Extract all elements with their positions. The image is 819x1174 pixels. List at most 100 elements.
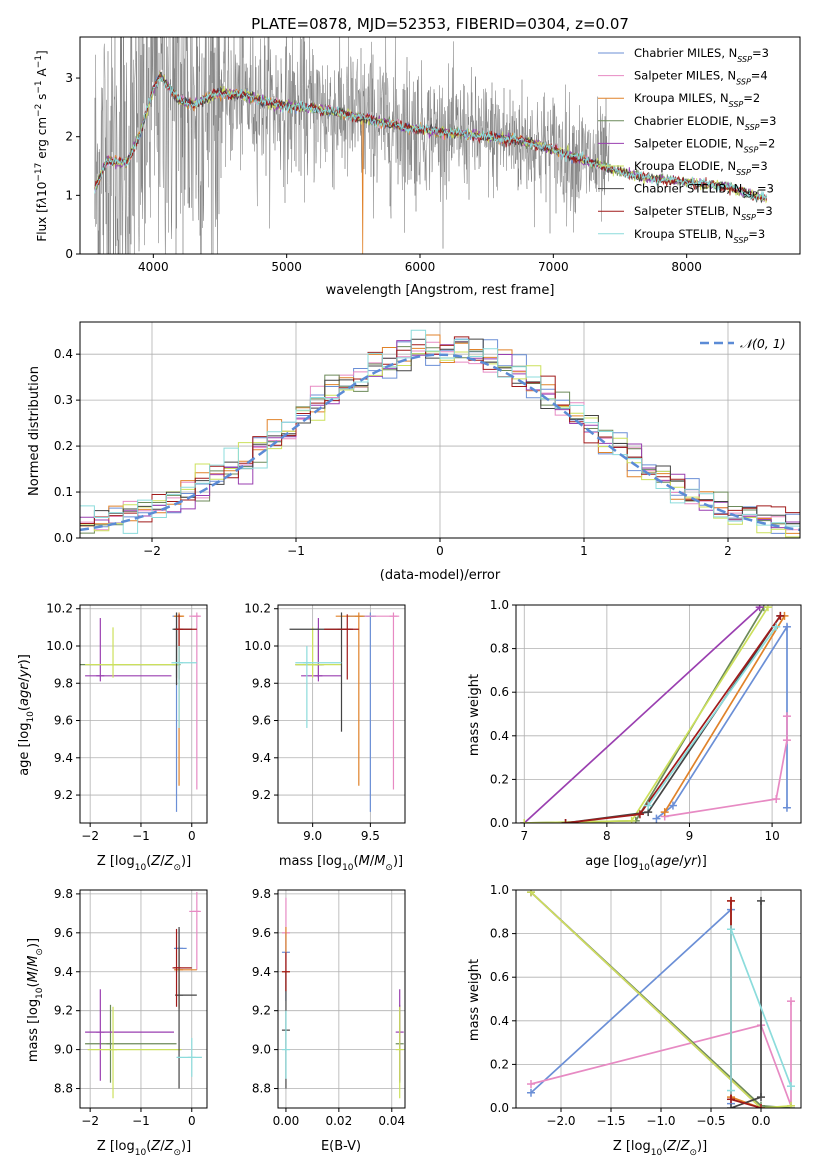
legend-entry: Kroupa STELIB, NSSP=3 — [634, 227, 765, 245]
weight-series-line — [664, 716, 788, 818]
y-tick-label: 0.6 — [490, 685, 509, 699]
axes-frame — [79, 604, 208, 824]
spectrum-legend: Chabrier MILES, NSSP=3 Salpeter MILES, NS… — [598, 46, 776, 244]
x-tick-label: −1 — [132, 829, 150, 843]
x-tick-label: −1 — [287, 544, 305, 558]
y-tick-label: 0.4 — [54, 347, 73, 361]
y-tick-label: 0.3 — [54, 393, 73, 407]
x-tick-label: 0.0 — [751, 1114, 770, 1128]
spectrum-ylabel: Flux [fλ10−17 erg cm−2 s−1 A−1] — [34, 50, 49, 241]
x-tick-label: −2.0 — [546, 1114, 575, 1128]
x-tick-label: 8000 — [671, 260, 702, 274]
y-tick-label: 0.6 — [490, 970, 509, 984]
weight-vs-metallicity-panel: Z [log10(Z/Z⊙)] mass weight −2.0 −1.5 −1.0… — [467, 883, 802, 1158]
residuals-ylabel: Normed distribution — [27, 366, 42, 496]
axes-frame — [79, 36, 801, 255]
x-tick-label: 0.00 — [273, 1114, 300, 1128]
y-tick-label: 10.0 — [46, 639, 73, 653]
residuals-xlabel: (data-model)/error — [380, 568, 501, 583]
mass-vs-ebv-panel: E(B-V) 0.00 0.02 0.04 8.8 9.0 9.2 9.4 9.6 9.8 — [252, 887, 406, 1154]
y-tick-label: 0.0 — [490, 816, 509, 830]
axes-frame — [277, 604, 406, 824]
residual-histogram-panel: (data-model)/error Normed distribution −… — [27, 321, 801, 583]
x-tick-label: 9.5 — [361, 829, 380, 843]
y-tick-label: 9.2 — [54, 1004, 73, 1018]
y-tick-label: 1.0 — [490, 598, 509, 612]
y-tick-label: 9.0 — [252, 1043, 271, 1057]
plot-area — [527, 890, 795, 1108]
legend-entry: Salpeter ELODIE, NSSP=2 — [634, 136, 775, 154]
model-spectrum-line — [94, 73, 768, 201]
age-z-xlabel: Z [log10(Z/Z⊙)] — [97, 854, 191, 873]
y-tick-label: 9.6 — [54, 714, 73, 728]
legend-entry: Chabrier ELODIE, NSSP=3 — [634, 114, 776, 132]
weight-series-line — [663, 615, 786, 813]
legend-entry: Salpeter STELIB, NSSP=3 — [634, 204, 773, 222]
weight-z-ylabel: mass weight — [467, 959, 482, 1041]
ebv-xlabel: E(B-V) — [321, 1139, 361, 1154]
x-tick-label: −1.5 — [596, 1114, 625, 1128]
y-tick-label: 0.2 — [490, 772, 509, 786]
y-tick-label: 9.4 — [54, 965, 73, 979]
axes-frame — [277, 889, 406, 1109]
weight-vs-age-panel: age [log10(age/yr)] mass weight 7 8 9 10 0.0… — [467, 598, 802, 873]
y-tick-label: 9.8 — [54, 676, 73, 690]
weight-age-ylabel: mass weight — [467, 674, 482, 756]
y-tick-label: 0 — [65, 247, 73, 261]
weight-series-line — [647, 626, 777, 807]
weight-series-line — [523, 606, 761, 823]
x-tick-label: −2 — [143, 544, 161, 558]
spectrum-xlabel: wavelength [Angstrom, rest frame] — [326, 283, 555, 298]
x-tick-label: 6000 — [405, 260, 436, 274]
model-spectrum-line — [94, 76, 768, 203]
y-tick-label: 9.4 — [252, 965, 271, 979]
age-mass-xlabel: mass [log10(M/M⊙)] — [279, 854, 403, 873]
weight-series-line — [530, 1001, 792, 1107]
weight-series-line — [530, 891, 792, 1108]
y-tick-label: 9.8 — [252, 676, 271, 690]
y-tick-label: 0.0 — [490, 1101, 509, 1115]
plot-area — [85, 891, 202, 1099]
x-tick-label: −1 — [132, 1114, 150, 1128]
y-tick-label: 0.2 — [490, 1057, 509, 1071]
y-tick-label: 0.0 — [54, 531, 73, 545]
y-tick-label: 9.6 — [54, 926, 73, 940]
x-tick-label: 0.04 — [378, 1114, 405, 1128]
age-vs-mass-panel: mass [log10(M/M⊙)] 9.0 9.5 9.2 9.4 9.6 9.8 10.… — [244, 602, 406, 873]
plot-area — [520, 605, 791, 823]
y-tick-label: 9.4 — [252, 751, 271, 765]
x-tick-label: −0.5 — [696, 1114, 725, 1128]
weight-z-xlabel: Z [log10(Z/Z⊙)] — [613, 1139, 707, 1158]
y-tick-label: 3 — [65, 71, 73, 85]
y-tick-label: 0.8 — [490, 642, 509, 656]
y-tick-label: 0.4 — [490, 1014, 509, 1028]
y-tick-label: 10.2 — [244, 602, 271, 616]
y-tick-label: 0.2 — [54, 439, 73, 453]
y-tick-label: 0.8 — [490, 927, 509, 941]
y-tick-label: 1 — [65, 188, 73, 202]
legend-entry: Chabrier MILES, NSSP=3 — [634, 46, 769, 64]
plot-area — [281, 897, 404, 1099]
y-tick-label: 0.1 — [54, 485, 73, 499]
x-tick-label: 0.02 — [325, 1114, 352, 1128]
x-tick-label: 0 — [436, 544, 444, 558]
y-tick-label: 9.2 — [54, 788, 73, 802]
age-vs-metallicity-panel: Z [log10(Z/Z⊙)] age [log10(age/yr)] −2 −1… — [17, 602, 208, 873]
y-tick-label: 2 — [65, 130, 73, 144]
x-tick-label: 0 — [188, 1114, 196, 1128]
axes-frame — [515, 889, 802, 1109]
age-ylabel: age [log10(age/yr)] — [17, 654, 36, 776]
weight-age-xlabel: age [log10(age/yr)] — [585, 854, 707, 873]
mass-vs-metallicity-panel: Z [log10(Z/Z⊙)] mass [log10(M/M⊙)] −2 −1 0… — [26, 887, 208, 1158]
y-tick-label: 9.8 — [252, 887, 271, 901]
spectrum-panel: wavelength [Angstrom, rest frame] Flux [… — [34, 36, 801, 298]
axes-frame — [515, 604, 802, 824]
legend-entry: Kroupa MILES, NSSP=2 — [634, 91, 760, 109]
figure-title: PLATE=0878, MJD=52353, FIBERID=0304, z=0… — [251, 15, 629, 33]
x-tick-label: 4000 — [138, 260, 169, 274]
observed-spectrum-line — [94, 37, 610, 254]
x-tick-label: 1 — [580, 544, 588, 558]
y-tick-label: 10.0 — [244, 639, 271, 653]
y-tick-label: 9.4 — [54, 751, 73, 765]
